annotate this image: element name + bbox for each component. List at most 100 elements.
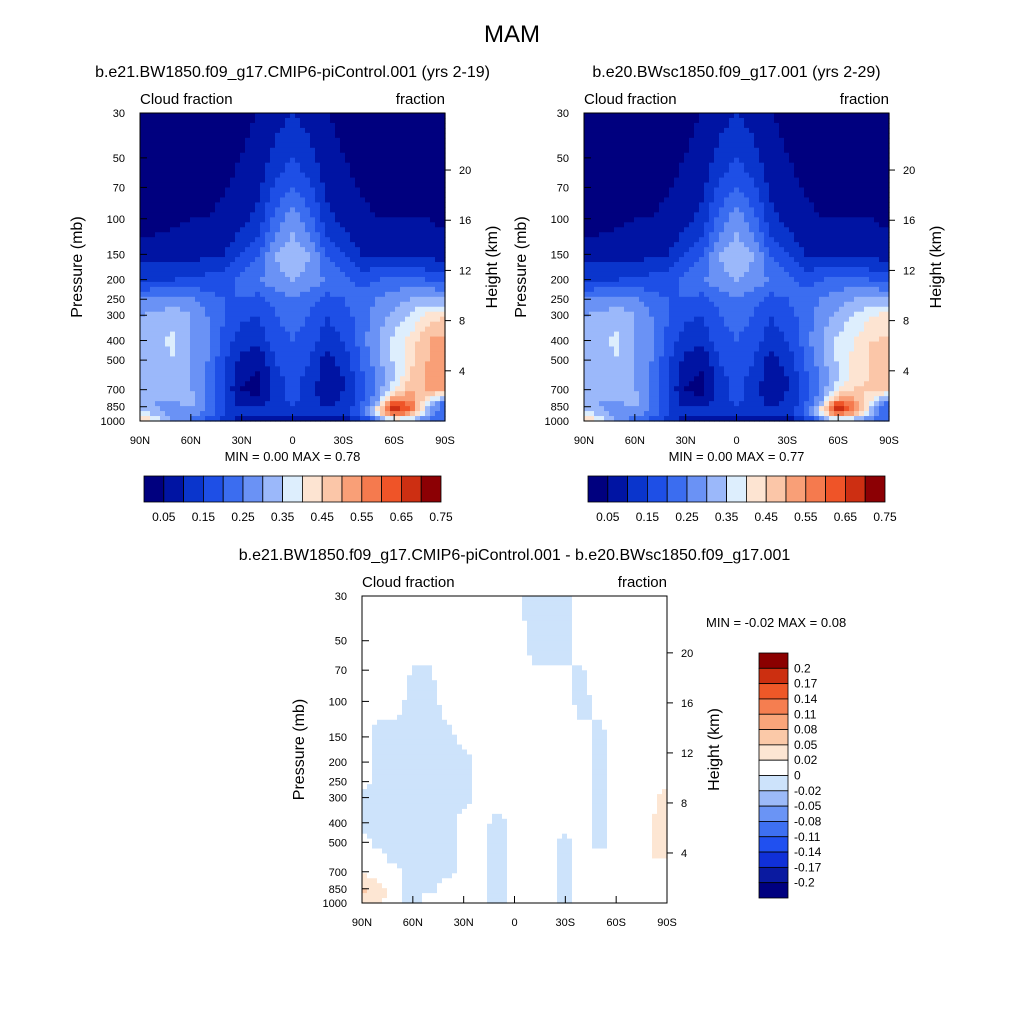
heatmap-cell [140, 167, 146, 174]
heatmap-cell [325, 182, 331, 189]
heatmap-cell [395, 127, 401, 134]
heatmap-cell [440, 286, 446, 293]
colorbar-label: 0.35 [271, 510, 295, 524]
heatmap-cell [350, 182, 356, 189]
heatmap-cell [195, 132, 201, 139]
heatmap-cell [180, 381, 186, 387]
heatmap-cell [245, 192, 251, 199]
heatmap-cell [175, 401, 181, 407]
heatmap-cell [624, 291, 630, 298]
heatmap-cell [190, 122, 196, 129]
heatmap-cell [390, 167, 396, 174]
heatmap-cell [200, 326, 206, 333]
heatmap-cell [175, 311, 181, 318]
heatmap-cell [435, 306, 441, 313]
heatmap-cell [260, 286, 266, 293]
heatmap-cell [285, 306, 291, 313]
heatmap-cell [609, 321, 615, 328]
heatmap-cell [664, 286, 670, 293]
heatmap-cell [325, 396, 331, 402]
heatmap-cell [190, 366, 196, 372]
heatmap-cell [654, 127, 660, 134]
heatmap-cell [265, 386, 271, 392]
heatmap-cell [614, 276, 620, 283]
heatmap-cell [340, 267, 346, 273]
heatmap-cell [195, 162, 201, 169]
heatmap-cell [320, 127, 326, 134]
heatmap-cell [270, 301, 276, 308]
heatmap-cell [415, 276, 421, 283]
heatmap-cell [320, 152, 326, 159]
heatmap-cell [245, 267, 251, 273]
heatmap-cell [235, 356, 241, 362]
heatmap-cell [185, 182, 191, 189]
heatmap-cell [430, 326, 436, 333]
heatmap-cell [395, 301, 401, 308]
heatmap-cell [659, 187, 665, 194]
heatmap-cell [190, 351, 196, 358]
heatmap-cell [370, 336, 376, 343]
heatmap-cell [170, 252, 176, 258]
heatmap-cell [589, 162, 595, 169]
heatmap-cell [265, 117, 271, 124]
heatmap-cell [345, 197, 351, 204]
heatmap-cell [310, 162, 316, 169]
heatmap-cell [320, 257, 326, 263]
heatmap-cell [390, 356, 396, 362]
heatmap-cell [639, 406, 645, 412]
heatmap-cell [360, 227, 366, 233]
heatmap-cell [380, 306, 386, 313]
heatmap-cell [260, 182, 266, 189]
heatmap-cell [155, 137, 161, 144]
heatmap-cell [385, 117, 391, 124]
heatmap-cell [639, 356, 645, 362]
heatmap-cell [664, 192, 670, 199]
heatmap-cell [160, 296, 166, 303]
heatmap-cell [330, 127, 336, 134]
heatmap-cell [644, 386, 650, 392]
heatmap-cell [315, 316, 321, 323]
heatmap-cell [639, 401, 645, 407]
heatmap-cell [435, 296, 441, 303]
heatmap-cell [270, 187, 276, 194]
heatmap-cell [584, 267, 590, 273]
heatmap-cell [290, 381, 296, 387]
heatmap-cell [185, 132, 191, 139]
heatmap-cell [290, 356, 296, 362]
heatmap-cell [654, 326, 660, 333]
heatmap-cell [405, 152, 411, 159]
heatmap-cell [185, 257, 191, 263]
heatmap-cell [330, 117, 336, 124]
heatmap-cell [145, 341, 151, 348]
heatmap-cell [185, 147, 191, 154]
heatmap-cell [604, 321, 610, 328]
heatmap-cell [155, 192, 161, 199]
heatmap-cell [400, 157, 406, 164]
heatmap-cell [170, 207, 176, 213]
heatmap-cell [624, 257, 630, 263]
heatmap-cell [220, 401, 226, 407]
heatmap-cell [210, 117, 216, 124]
heatmap-cell [300, 267, 306, 273]
heatmap-cell [195, 147, 201, 154]
heatmap-cell [405, 132, 411, 139]
heatmap-cell [320, 406, 326, 412]
heatmap-cell [160, 172, 166, 179]
heatmap-cell [599, 227, 605, 233]
heatmap-cell [360, 182, 366, 189]
heatmap-cell [609, 172, 615, 179]
heatmap-cell [619, 222, 625, 228]
heatmap-cell [225, 172, 231, 179]
heatmap-cell [415, 381, 421, 387]
heatmap-cell [634, 386, 640, 392]
heatmap-cell [160, 197, 166, 204]
heatmap-cell [390, 182, 396, 189]
heatmap-cell [305, 381, 311, 387]
heatmap-cell [639, 381, 645, 387]
heatmap-cell [325, 267, 331, 273]
heatmap-cell [614, 401, 620, 407]
heatmap-cell [589, 366, 595, 372]
heatmap-cell [280, 291, 286, 298]
heatmap-cell [624, 142, 630, 149]
heatmap-cell [415, 122, 421, 129]
